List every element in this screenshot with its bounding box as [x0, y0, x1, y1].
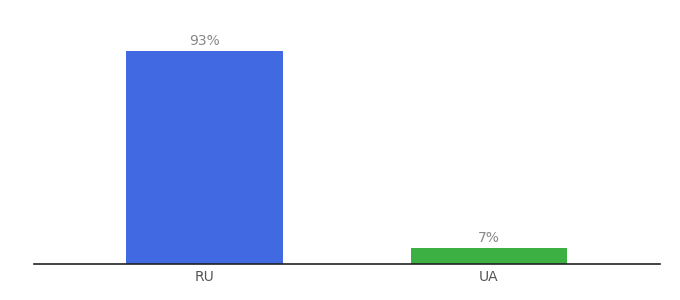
Text: 7%: 7% [478, 231, 500, 244]
Bar [411, 248, 567, 264]
Text: 93%: 93% [189, 34, 220, 48]
Bar [126, 51, 283, 264]
